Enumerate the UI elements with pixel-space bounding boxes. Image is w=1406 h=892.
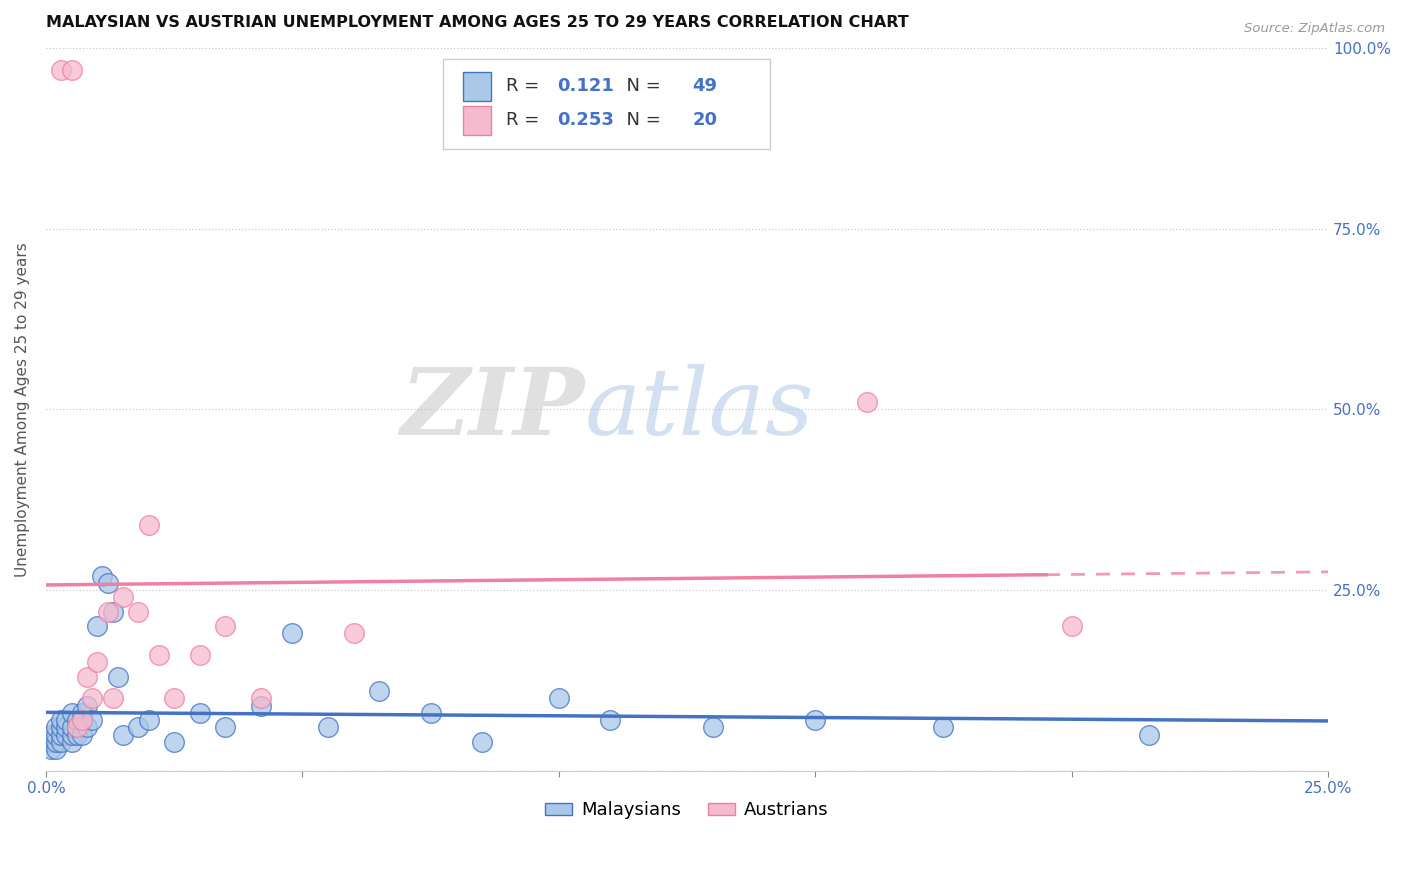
Point (70, 727, 93, 741)
Point (66, 727, 89, 741)
Point (127, 605, 149, 619)
Text: Source: ZipAtlas.com: Source: ZipAtlas.com (1244, 22, 1385, 36)
Text: 49: 49 (692, 77, 717, 95)
Point (702, 720, 724, 734)
Text: R =: R = (506, 112, 546, 129)
Point (214, 619, 236, 633)
Point (101, 691, 124, 706)
Point (163, 691, 186, 706)
Point (111, 727, 134, 741)
Point (39, 742, 62, 756)
Point (804, 713, 827, 727)
Point (55, 713, 77, 727)
FancyBboxPatch shape (463, 105, 491, 135)
Point (127, 720, 149, 734)
FancyBboxPatch shape (443, 59, 770, 149)
Point (91, 568, 114, 582)
Point (214, 720, 236, 734)
Legend: Malaysians, Austrians: Malaysians, Austrians (538, 794, 837, 827)
Point (932, 720, 955, 734)
Point (76, 698, 98, 713)
Text: 0.121: 0.121 (558, 77, 614, 95)
Y-axis label: Unemployment Among Ages 25 to 29 years: Unemployment Among Ages 25 to 29 years (15, 242, 30, 576)
Point (51, 62, 73, 77)
Text: 0.253: 0.253 (558, 112, 614, 129)
Point (86, 655, 108, 669)
Point (148, 648, 170, 662)
Point (76, 670, 98, 684)
Point (70, 706, 93, 720)
Point (60, 720, 83, 734)
Point (1137, 727, 1160, 741)
Text: atlas: atlas (585, 364, 814, 454)
Point (111, 591, 134, 605)
Text: N =: N = (616, 112, 666, 129)
Point (51, 735, 73, 749)
Point (82, 691, 104, 706)
Point (96, 605, 118, 619)
Point (107, 670, 129, 684)
Point (66, 713, 89, 727)
Point (66, 720, 89, 734)
Point (368, 684, 391, 698)
Point (76, 720, 98, 734)
Point (60, 727, 83, 741)
Point (55, 727, 77, 741)
Point (60, 62, 83, 77)
Point (101, 605, 124, 619)
Point (471, 735, 494, 749)
Point (51, 720, 73, 734)
Point (1060, 619, 1083, 633)
Point (188, 706, 211, 720)
Point (45, 742, 67, 756)
Text: R =: R = (506, 77, 546, 95)
Point (66, 720, 89, 734)
Point (281, 626, 304, 640)
Point (188, 648, 211, 662)
Text: N =: N = (616, 77, 666, 95)
Text: ZIP: ZIP (401, 364, 585, 454)
Point (547, 691, 569, 706)
Point (343, 626, 366, 640)
Point (316, 720, 339, 734)
Point (70, 713, 93, 727)
Text: MALAYSIAN VS AUSTRIAN UNEMPLOYMENT AMONG AGES 25 TO 29 YEARS CORRELATION CHART: MALAYSIAN VS AUSTRIAN UNEMPLOYMENT AMONG… (46, 15, 908, 30)
FancyBboxPatch shape (463, 71, 491, 101)
Point (45, 727, 67, 741)
Point (60, 706, 83, 720)
Point (163, 735, 186, 749)
Point (138, 713, 160, 727)
Point (250, 691, 273, 706)
Point (138, 517, 160, 532)
Point (96, 575, 118, 590)
Point (86, 619, 108, 633)
Point (250, 698, 273, 713)
Point (51, 727, 73, 741)
Point (55, 720, 77, 734)
Point (82, 713, 104, 727)
Point (39, 735, 62, 749)
Point (39, 727, 62, 741)
Point (419, 706, 441, 720)
Point (60, 735, 83, 749)
Point (45, 735, 67, 749)
Point (855, 395, 877, 409)
Point (45, 720, 67, 734)
Point (599, 713, 621, 727)
Point (51, 713, 73, 727)
Text: 20: 20 (692, 112, 717, 129)
